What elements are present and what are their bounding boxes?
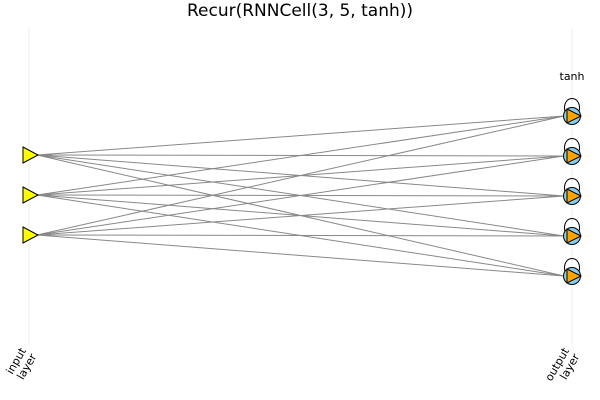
edge-0-0 — [36, 115, 565, 156]
output-node-2 — [563, 178, 583, 205]
diagram-title: Recur(RNNCell(3, 5, tanh)) — [187, 1, 413, 21]
input-node-0 — [22, 146, 40, 164]
recurrent-loop-2 — [564, 178, 580, 193]
output-node-marker-4 — [566, 268, 583, 284]
recurrent-loop-3 — [564, 218, 580, 233]
output-node-marker-2 — [566, 188, 583, 204]
output-node-3 — [563, 218, 583, 245]
recurrent-loop-1 — [564, 138, 580, 153]
output-node-marker-1 — [566, 148, 583, 164]
connections — [36, 115, 565, 277]
edge-2-0 — [36, 115, 565, 236]
recurrent-loop-4 — [564, 258, 580, 273]
activation-label: tanh — [560, 70, 585, 83]
output-node-0 — [563, 98, 583, 125]
output-layer-nodes — [563, 98, 583, 285]
output-node-1 — [563, 138, 583, 165]
edge-2-4 — [36, 234, 565, 277]
output-node-marker-0 — [566, 108, 583, 124]
output-layer-label: output layer — [543, 345, 583, 384]
recurrent-loop-0 — [564, 98, 580, 113]
output-node-4 — [563, 258, 583, 285]
edge-2-3 — [36, 234, 565, 237]
edge-2-1 — [36, 155, 565, 236]
edge-2-2 — [36, 195, 565, 236]
input-node-1 — [22, 186, 40, 204]
output-node-marker-3 — [566, 228, 583, 244]
input-node-2 — [22, 226, 40, 244]
edge-1-0 — [36, 115, 565, 196]
input-layer-label: input layer — [4, 345, 40, 382]
input-layer-nodes — [22, 146, 40, 244]
